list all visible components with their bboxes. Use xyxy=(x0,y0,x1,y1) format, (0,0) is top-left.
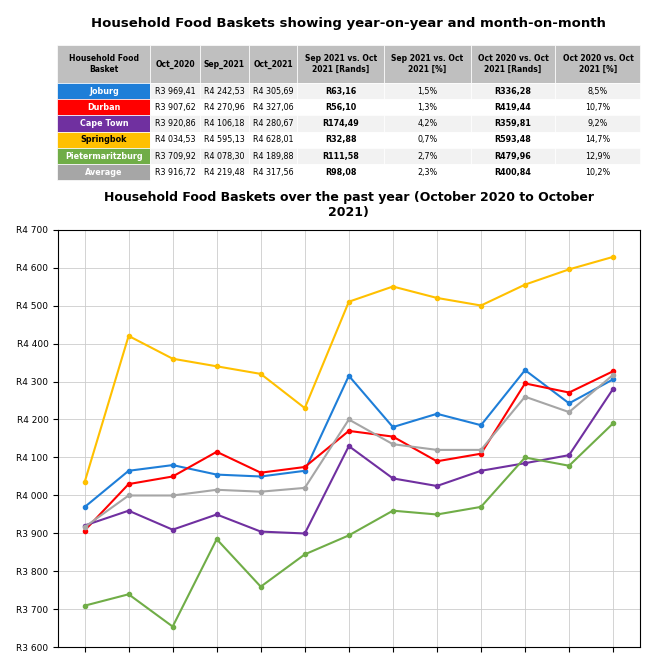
Springbok xyxy=(521,281,529,288)
Cape Town xyxy=(257,528,265,536)
Pietermaritzburg xyxy=(521,454,529,462)
Average xyxy=(433,446,441,454)
Durban xyxy=(213,448,220,456)
Pietermaritzburg xyxy=(169,623,176,630)
Joburg xyxy=(609,375,617,383)
Joburg xyxy=(389,423,397,431)
Durban xyxy=(125,480,132,488)
Springbok xyxy=(389,283,397,290)
Line: Pietermaritzburg: Pietermaritzburg xyxy=(83,421,615,628)
Cape Town xyxy=(521,459,529,467)
Average xyxy=(345,415,353,423)
Springbok xyxy=(169,354,176,362)
Springbok xyxy=(257,370,265,378)
Average xyxy=(125,492,132,500)
Durban xyxy=(389,433,397,441)
Pietermaritzburg xyxy=(477,503,485,511)
Line: Joburg: Joburg xyxy=(83,368,615,509)
Average xyxy=(301,484,309,492)
Durban xyxy=(301,463,309,471)
Line: Cape Town: Cape Town xyxy=(83,387,615,536)
Pietermaritzburg xyxy=(389,507,397,515)
Durban xyxy=(257,469,265,477)
Average xyxy=(521,393,529,401)
Joburg xyxy=(477,421,485,429)
Line: Durban: Durban xyxy=(83,369,615,532)
Pietermaritzburg xyxy=(345,532,353,540)
Joburg xyxy=(521,366,529,374)
Springbok xyxy=(213,362,220,370)
Durban xyxy=(81,526,89,534)
Joburg xyxy=(345,372,353,380)
Joburg xyxy=(301,467,309,475)
Springbok xyxy=(345,298,353,305)
Pietermaritzburg xyxy=(81,602,89,610)
Cape Town xyxy=(301,530,309,538)
Cape Town xyxy=(169,526,176,534)
Joburg xyxy=(565,400,573,407)
Pietermaritzburg xyxy=(565,462,573,470)
Joburg xyxy=(81,503,89,511)
Durban xyxy=(345,427,353,435)
Cape Town xyxy=(345,442,353,450)
Text: Household Food Baskets over the past year (October 2020 to October
2021): Household Food Baskets over the past yea… xyxy=(104,191,594,219)
Line: Average: Average xyxy=(83,373,615,529)
Average xyxy=(169,492,176,500)
Joburg xyxy=(213,471,220,479)
Text: Household Food Baskets showing year-on-year and month-on-month: Household Food Baskets showing year-on-y… xyxy=(91,17,607,30)
Line: Springbok: Springbok xyxy=(83,255,615,485)
Springbok xyxy=(565,266,573,273)
Durban xyxy=(565,388,573,396)
Average xyxy=(565,408,573,416)
Cape Town xyxy=(433,482,441,490)
Springbok xyxy=(301,404,309,412)
Pietermaritzburg xyxy=(609,419,617,427)
Durban xyxy=(521,379,529,387)
Cape Town xyxy=(477,467,485,475)
Pietermaritzburg xyxy=(125,591,132,598)
Joburg xyxy=(257,473,265,481)
Cape Town xyxy=(213,511,220,519)
Average xyxy=(81,523,89,531)
Joburg xyxy=(125,467,132,475)
Cape Town xyxy=(389,474,397,482)
Pietermaritzburg xyxy=(301,551,309,559)
Average xyxy=(213,486,220,494)
Springbok xyxy=(125,332,132,340)
Durban xyxy=(433,457,441,465)
Cape Town xyxy=(565,451,573,459)
Durban xyxy=(609,368,617,375)
Durban xyxy=(477,450,485,458)
Average xyxy=(257,488,265,496)
Average xyxy=(477,446,485,454)
Cape Town xyxy=(609,385,617,393)
Pietermaritzburg xyxy=(433,511,441,519)
Average xyxy=(609,371,617,379)
Pietermaritzburg xyxy=(257,583,265,591)
Cape Town xyxy=(81,522,89,530)
Springbok xyxy=(81,479,89,487)
Springbok xyxy=(433,294,441,302)
Joburg xyxy=(169,461,176,469)
Pietermaritzburg xyxy=(213,535,220,543)
Springbok xyxy=(609,253,617,261)
Average xyxy=(389,440,397,448)
Joburg xyxy=(433,410,441,418)
Springbok xyxy=(477,301,485,309)
Durban xyxy=(169,473,176,481)
Cape Town xyxy=(125,507,132,515)
